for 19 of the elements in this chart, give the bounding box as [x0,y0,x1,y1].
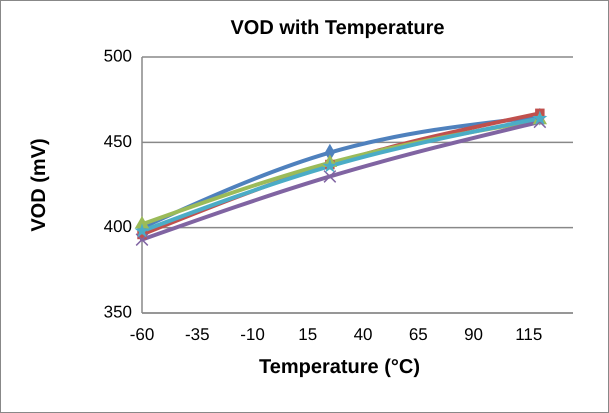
point [135,233,149,246]
point [323,170,336,184]
x-tick-label: 15 [298,325,318,344]
y-axis-title: VOD (mV) [28,138,50,232]
x-tick-label: 115 [515,325,542,344]
x-tick-label: 90 [464,325,483,344]
y-tick-label: 400 [104,217,132,236]
x-tick-label: 65 [408,325,428,344]
y-tick-label: 500 [104,46,132,66]
x-axis-title: Temperature (°C) [259,356,420,378]
y-tick-label: 350 [104,302,132,322]
x-tick-label: -10 [240,325,265,344]
y-tick-label: 450 [104,132,132,151]
x-tick-label: -60 [130,325,154,344]
x-tick-label: 40 [354,325,372,344]
chart-title: VOD with Temperature [230,17,445,39]
point [533,115,546,128]
point [322,158,338,173]
x-tick-label: -35 [184,325,210,344]
